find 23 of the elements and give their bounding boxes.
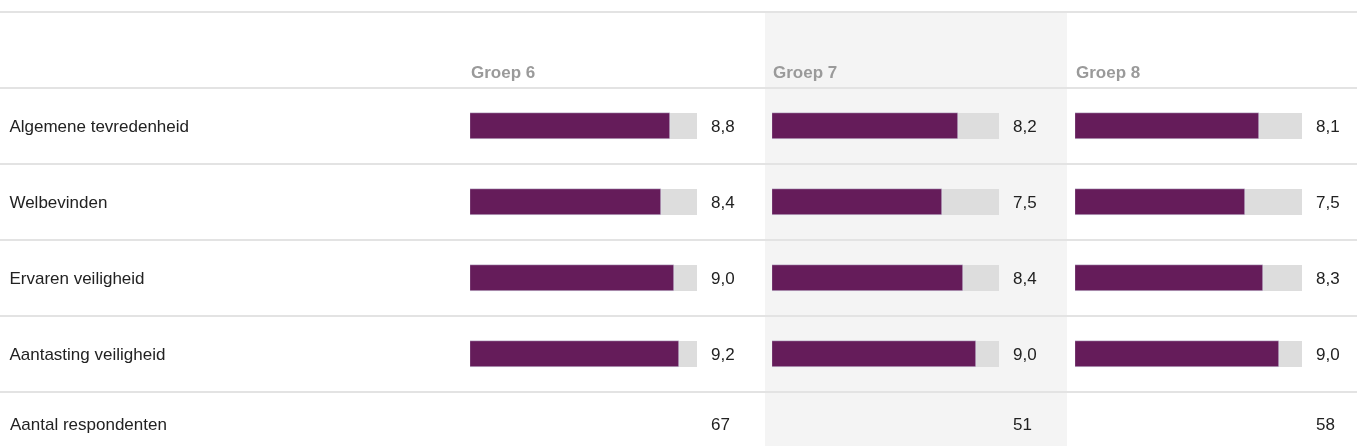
data-label: 9,2	[711, 345, 735, 364]
chart-title: Groep 7	[773, 63, 838, 82]
data-label: 8,2	[1013, 117, 1037, 136]
y-tick-label: Aantasting veiligheid	[9, 344, 166, 364]
text: 51	[1013, 415, 1032, 434]
data-label: 7,5	[1013, 193, 1037, 212]
data-label: 8,4	[1013, 269, 1037, 288]
data-label: 7,5	[1316, 193, 1340, 212]
data-label: 8,8	[711, 117, 735, 136]
text: Aantal respondenten	[10, 415, 167, 434]
y-tick-label: Ervaren veiligheid	[9, 268, 145, 288]
y-tick-label: Welbevinden	[9, 192, 108, 212]
data-label: 8,1	[1316, 117, 1340, 136]
chart-title: Groep 8	[1076, 63, 1141, 82]
data-label: 9,0	[1316, 345, 1340, 364]
chart-title: Groep 6	[471, 63, 536, 82]
y-tick-label: Algemene tevredenheid	[9, 116, 190, 136]
data-label: 9,0	[1013, 345, 1037, 364]
data-label: 8,3	[1316, 269, 1340, 288]
data-label: 9,0	[711, 269, 735, 288]
text: 67	[711, 415, 730, 434]
text: 58	[1316, 415, 1335, 434]
data-label: 8,4	[711, 193, 735, 212]
